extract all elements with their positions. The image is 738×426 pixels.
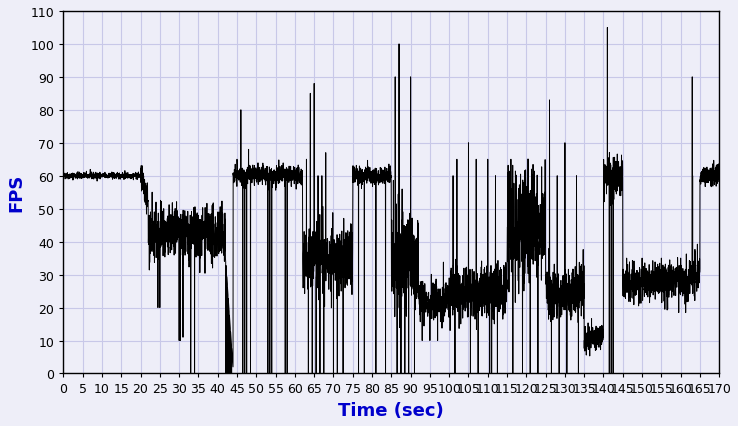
Y-axis label: FPS: FPS [7,174,25,212]
X-axis label: Time (sec): Time (sec) [339,401,444,419]
